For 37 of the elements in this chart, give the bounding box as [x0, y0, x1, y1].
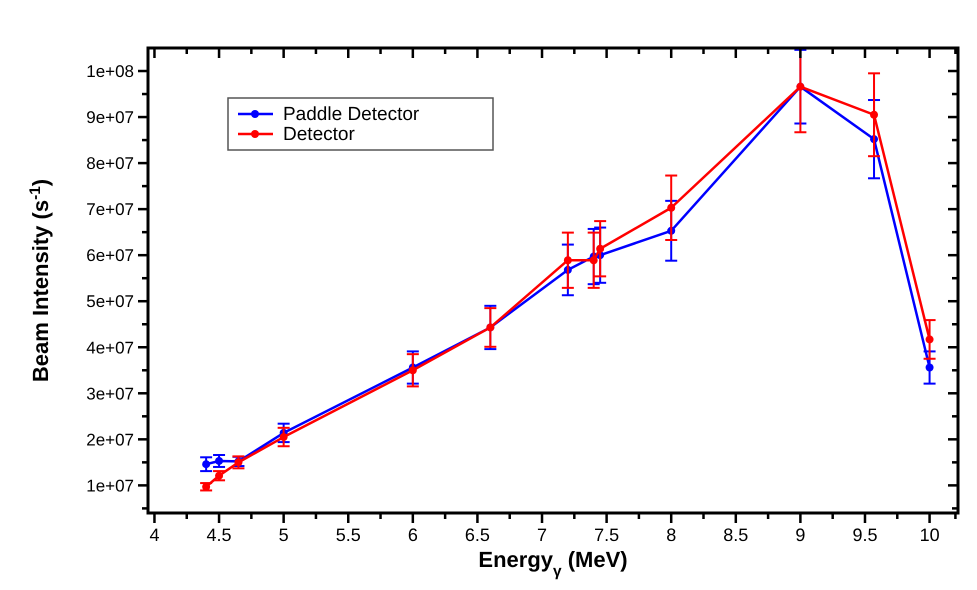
x-tick-label: 10	[920, 525, 940, 545]
y-tick-label: 9e+07	[86, 108, 134, 128]
point	[926, 364, 934, 372]
point	[215, 456, 224, 465]
x-tick-label: 5	[278, 525, 289, 545]
y-tick-label: 5e+07	[86, 292, 134, 312]
x-tick-label: 6	[408, 525, 418, 545]
point	[596, 244, 604, 253]
y-tick-label: 4e+07	[86, 338, 134, 358]
point	[280, 433, 288, 442]
x-tick-label: 7.5	[594, 525, 620, 545]
point	[667, 204, 676, 212]
x-tick-label: 4	[149, 525, 160, 545]
x-tick-label: 9	[795, 525, 806, 545]
x-tick-label: 8.5	[723, 525, 748, 545]
x-tick-label: 5.5	[336, 525, 361, 545]
y-tick-label: 3e+07	[86, 384, 134, 404]
x-tick-label: 6.5	[464, 525, 490, 545]
point	[870, 110, 878, 119]
y-tick-label: 1e+08	[86, 62, 134, 82]
x-tick-label: 9.5	[852, 525, 878, 545]
x-axis-title: Energy$_{γ}$ (MeV)	[478, 547, 628, 580]
y-tick-label: 6e+07	[86, 246, 134, 266]
y-tick-label: 8e+07	[86, 154, 134, 174]
point	[564, 256, 572, 264]
y-tick-label: 1e+07	[86, 476, 134, 496]
point	[590, 256, 598, 264]
point	[408, 366, 417, 374]
x-tick-label: 4.5	[206, 525, 232, 545]
x-tick-label: 8	[666, 525, 676, 545]
point	[926, 335, 934, 344]
y-tick-label: 7e+07	[86, 200, 134, 220]
legend-label: Detector	[283, 124, 356, 145]
legend-label: Paddle Detector	[283, 104, 420, 125]
y-tick-label: 2e+07	[86, 430, 134, 450]
point	[202, 460, 210, 468]
x-tick-label: 7	[537, 525, 548, 545]
